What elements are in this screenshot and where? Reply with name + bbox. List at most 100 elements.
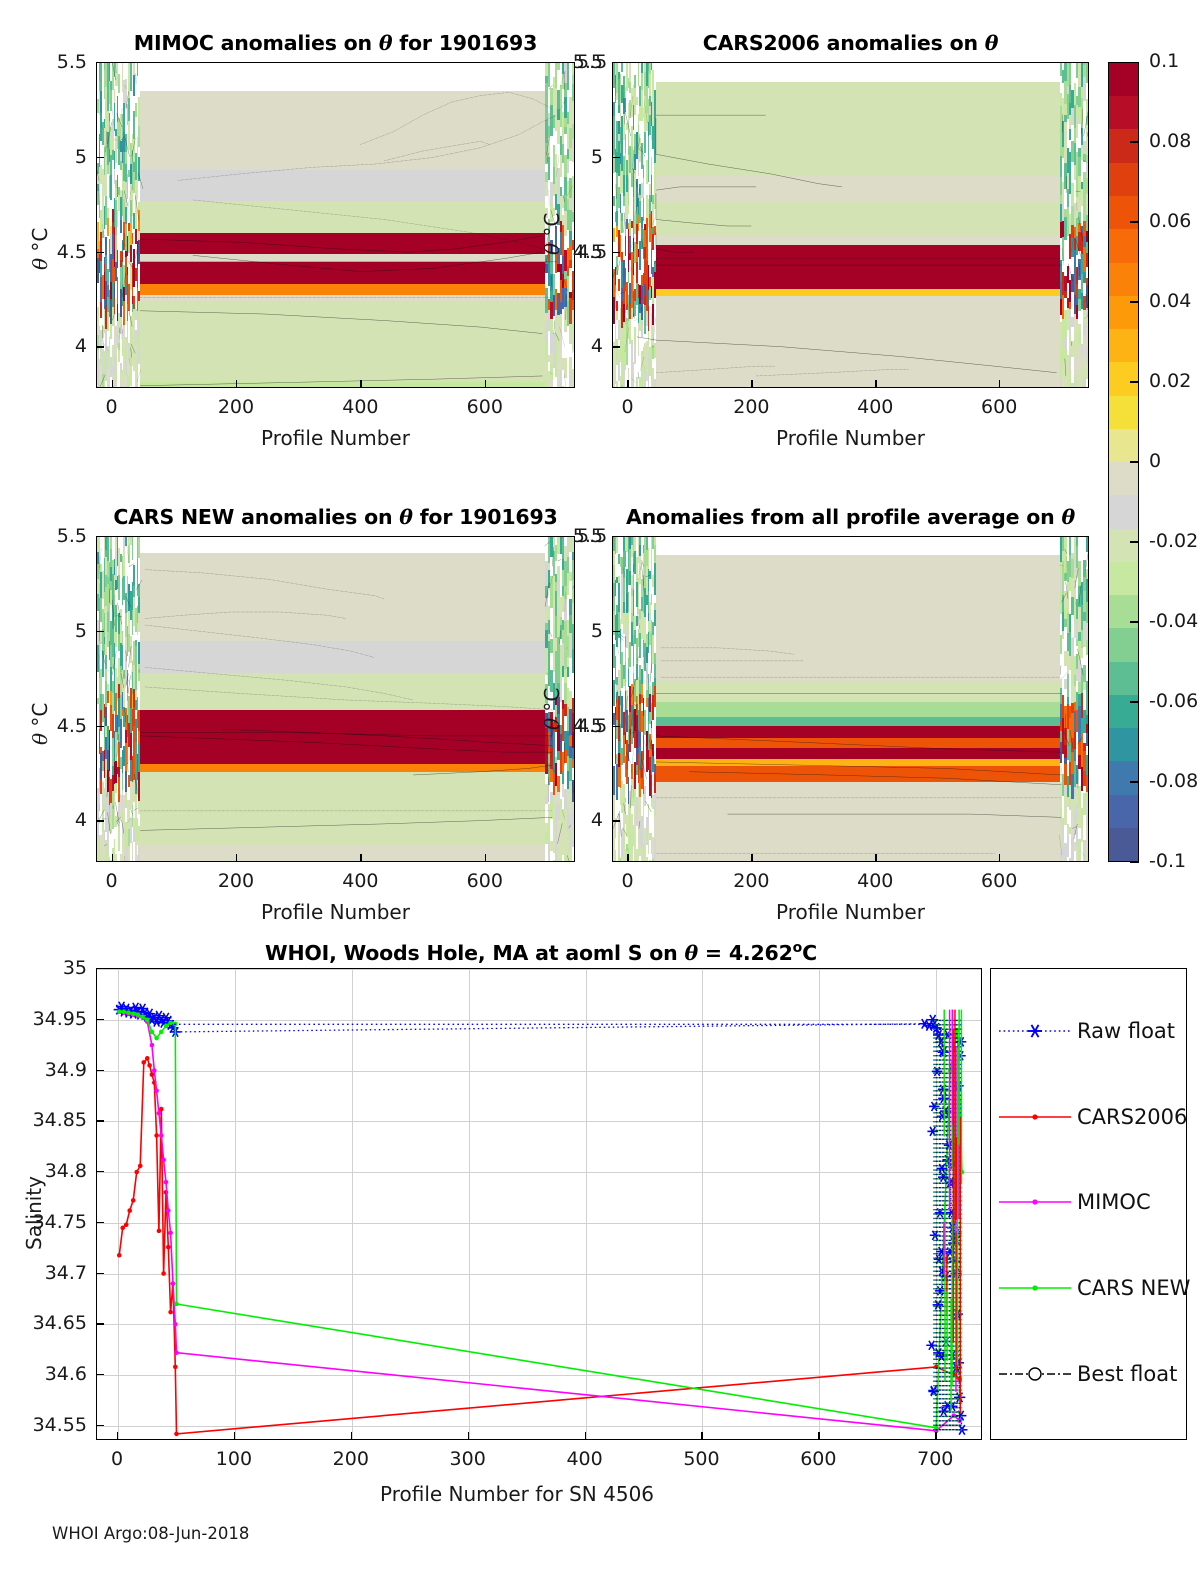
noise-cell [626, 252, 629, 284]
noise-cell [562, 537, 565, 562]
contour-noise-stroke [632, 168, 635, 174]
noise-cell [123, 286, 126, 303]
noise-cell [1068, 631, 1072, 658]
legend-item-cars2006[interactable]: CARS2006 [991, 1096, 1187, 1138]
noise-cell [559, 177, 563, 190]
contour-band [655, 288, 1060, 298]
noise-cell [642, 346, 645, 374]
noise-cell [118, 650, 121, 660]
panel-ylabel: θ °C [540, 213, 564, 255]
noise-cell [1083, 590, 1086, 614]
noise-cell [566, 81, 570, 92]
colorbar-segment [1109, 661, 1138, 697]
noise-cell [624, 636, 627, 649]
contour-noise-stroke [625, 111, 631, 136]
noise-cell [645, 112, 648, 133]
noise-cell [1080, 354, 1084, 363]
noise-cell [105, 831, 108, 842]
bottom-xtick [350, 1432, 353, 1440]
legend-item-raw-float[interactable]: Raw float [991, 1010, 1186, 1052]
series-marker [174, 1350, 179, 1355]
series-marker [163, 1023, 169, 1029]
noise-cell [1085, 537, 1088, 554]
contour-noise-stroke [1070, 730, 1073, 749]
noise-cell [1066, 704, 1070, 731]
noise-cell [121, 644, 124, 672]
noise-cell [101, 191, 104, 222]
noise-cell [110, 200, 113, 209]
noise-cell [1076, 95, 1079, 107]
noise-cell [569, 590, 572, 601]
noise-cell [1059, 763, 1063, 784]
noise-cell [118, 537, 121, 550]
noise-cell [650, 363, 653, 382]
noise-cell [645, 689, 648, 701]
legend-item-mimoc[interactable]: MIMOC [991, 1181, 1186, 1223]
noise-cell [637, 537, 640, 547]
noise-cell [626, 111, 629, 125]
noise-cell [1073, 621, 1077, 640]
noise-cell [116, 149, 119, 167]
noise-cell [97, 204, 99, 224]
noise-cell [632, 197, 635, 212]
noise-cell [138, 743, 141, 774]
noise-cell [631, 786, 633, 808]
noise-cell [130, 377, 132, 387]
noise-cell [1083, 792, 1086, 817]
noise-cell [126, 799, 129, 831]
noise-cell [134, 309, 137, 322]
noise-cell [622, 735, 625, 766]
noise-cell [632, 797, 635, 808]
noise-cell [564, 127, 568, 136]
noise-cell [629, 81, 632, 95]
noise-cell [1064, 217, 1067, 242]
noise-cell [100, 835, 103, 861]
noise-cell [128, 746, 131, 777]
contour-noise-stroke [623, 85, 624, 108]
noise-cell [136, 185, 139, 201]
noise-cell [649, 832, 652, 842]
noise-cell [637, 215, 640, 233]
noise-cell [619, 537, 622, 559]
series-marker [137, 1163, 143, 1169]
noise-cell [654, 727, 656, 747]
noise-cell [1059, 237, 1063, 263]
noise-cell [118, 165, 121, 189]
noise-cell [627, 229, 630, 258]
noise-cell [1073, 332, 1077, 352]
degree-c-unit: °C [28, 702, 52, 733]
noise-cell [650, 125, 653, 142]
noise-cell [564, 820, 568, 833]
contour-noise-stroke [1066, 557, 1067, 580]
noise-cell [647, 710, 650, 723]
noise-cell [626, 843, 629, 853]
noise-cell [130, 245, 132, 264]
noise-cell [627, 63, 630, 81]
noise-cell [1071, 162, 1075, 185]
noise-cell [621, 652, 624, 675]
contour-noise-stroke [132, 138, 136, 156]
noise-cell [566, 181, 570, 201]
noise-cell [650, 157, 653, 177]
noise-cell [113, 131, 116, 153]
noise-cell [100, 90, 103, 115]
legend-item-best-float[interactable]: Best float [991, 1353, 1186, 1395]
noise-cell [566, 687, 570, 709]
panel-ytick-label: 4.5 [572, 714, 603, 737]
noise-cell [547, 763, 551, 787]
noise-cell [614, 537, 617, 556]
noise-cell [103, 110, 106, 121]
noise-cell [617, 564, 620, 578]
legend-item-cars-new[interactable]: CARS NEW [991, 1267, 1190, 1309]
noise-cell [554, 816, 558, 829]
noise-cell [111, 604, 114, 631]
noise-cell [100, 210, 103, 234]
contour-noise-stroke [127, 675, 130, 701]
noise-cell [626, 732, 629, 742]
noise-cell [571, 239, 574, 252]
noise-cell [634, 63, 637, 77]
contour-noise-stroke [1083, 160, 1085, 162]
noise-cell [554, 288, 558, 312]
noise-cell [1080, 733, 1084, 753]
contour-noise-stroke [563, 195, 565, 201]
